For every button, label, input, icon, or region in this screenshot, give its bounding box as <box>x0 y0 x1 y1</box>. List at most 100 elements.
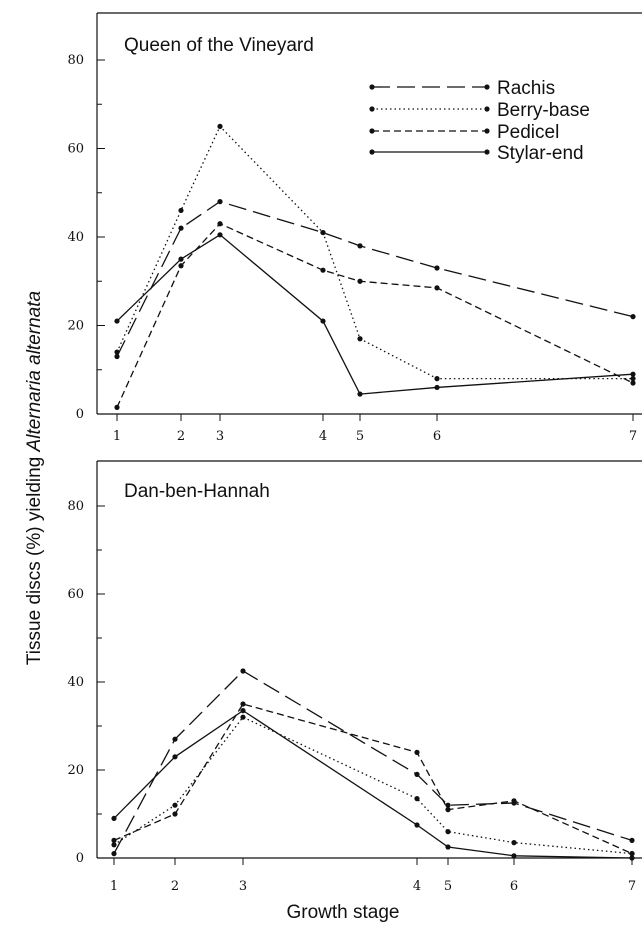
data-point-stylar-end <box>511 853 517 859</box>
data-point-stylar-end <box>217 232 223 238</box>
data-point-stylar-end <box>414 822 420 828</box>
data-point-berry-base <box>434 376 440 382</box>
legend-label-stylar-end: Stylar-end <box>497 143 584 164</box>
legend-marker <box>484 149 490 155</box>
data-point-stylar-end <box>320 318 326 324</box>
x-tick-label: 6 <box>510 879 518 894</box>
x-tick-label: 3 <box>216 429 224 444</box>
data-point-stylar-end <box>445 844 451 850</box>
x-tick-label: 7 <box>629 429 637 444</box>
legend-label-pedicel: Pedicel <box>497 122 559 143</box>
y-tick-label: 20 <box>67 763 84 778</box>
data-point-pedicel <box>629 851 635 857</box>
data-point-rachis <box>357 243 363 249</box>
data-point-stylar-end <box>240 708 246 714</box>
x-tick-label: 5 <box>444 879 452 894</box>
data-point-berry-base <box>217 123 223 129</box>
data-point-berry-base <box>630 376 636 382</box>
data-point-pedicel <box>434 285 440 291</box>
data-point-pedicel <box>240 701 246 707</box>
legend-marker <box>369 106 375 112</box>
x-tick-label: 2 <box>177 429 185 444</box>
data-point-pedicel <box>172 811 178 817</box>
y-axis-label-plain: Tissue discs (%) yielding <box>24 451 45 665</box>
data-point-pedicel <box>217 221 223 227</box>
data-point-rachis <box>629 837 635 844</box>
x-tick-label: 1 <box>110 879 118 894</box>
data-point-pedicel <box>114 404 120 410</box>
y-tick-label: 0 <box>76 407 84 422</box>
data-point-berry-base <box>414 796 420 802</box>
data-point-pedicel <box>511 798 517 804</box>
x-tick-label: 5 <box>356 429 364 444</box>
data-point-berry-base <box>511 840 517 846</box>
legend-marker <box>484 84 490 90</box>
legend-marker <box>369 84 375 90</box>
series-line-rachis <box>113 670 633 854</box>
data-point-pedicel <box>320 267 326 273</box>
y-tick-label: 60 <box>67 142 84 157</box>
data-point-berry-base <box>320 229 326 236</box>
x-tick-label: 2 <box>171 879 179 894</box>
data-point-rachis <box>434 265 440 271</box>
series-line-berry-base <box>116 125 633 380</box>
y-axis-label-italic: Alternaria alternata <box>24 291 45 453</box>
x-tick-label: 6 <box>433 429 441 444</box>
y-tick-label: 80 <box>67 499 84 514</box>
data-point-rachis <box>630 314 636 320</box>
data-point-pedicel <box>178 263 184 269</box>
y-tick-label: 40 <box>67 230 84 245</box>
data-point-berry-base <box>111 842 117 848</box>
data-point-rachis <box>172 736 178 742</box>
legend-marker <box>369 149 375 155</box>
panel-title: Queen of the Vineyard <box>124 35 314 56</box>
data-point-stylar-end <box>111 815 117 822</box>
data-point-berry-base <box>240 714 246 720</box>
data-point-stylar-end <box>434 384 440 391</box>
y-tick-label: 0 <box>76 851 84 866</box>
data-point-stylar-end <box>630 371 636 377</box>
data-point-stylar-end <box>114 318 120 324</box>
y-axis-label: Tissue discs (%) yielding Alternaria alt… <box>24 291 45 665</box>
data-point-stylar-end <box>357 391 363 397</box>
y-tick-label: 60 <box>67 587 84 602</box>
data-point-berry-base <box>114 349 120 355</box>
data-point-rachis <box>445 802 451 808</box>
series-line-pedicel <box>113 703 633 855</box>
y-tick-label: 20 <box>67 319 84 334</box>
legend-label-berry-base: Berry-base <box>497 100 590 121</box>
data-point-berry-base <box>172 802 178 808</box>
legend-marker <box>484 106 490 112</box>
data-point-berry-base <box>445 829 451 835</box>
y-tick-label: 40 <box>67 675 84 690</box>
x-tick-label: 3 <box>239 879 247 894</box>
data-point-rachis <box>114 353 120 360</box>
data-point-rachis <box>240 668 246 674</box>
data-point-rachis <box>178 225 184 231</box>
data-point-pedicel <box>111 837 117 844</box>
data-point-berry-base <box>357 336 363 342</box>
series-line-rachis <box>116 200 634 357</box>
series-line-berry-base <box>113 716 633 855</box>
data-point-rachis <box>414 771 420 778</box>
panel-queen-of-the-vineyard: 0 20 40 60 80 1 2 3 4 5 6 7 Queen of the Vineyard <box>67 12 642 444</box>
x-tick-label: 4 <box>319 429 327 444</box>
data-point-rachis <box>217 199 223 205</box>
data-point-pedicel <box>414 749 420 756</box>
x-axis-label: Growth stage <box>287 902 400 923</box>
data-point-berry-base <box>178 207 184 214</box>
x-tick-label: 1 <box>113 429 121 444</box>
y-tick-label: 80 <box>67 53 84 68</box>
panel-dan-ben-hannah: 0 20 40 60 80 1 2 3 4 5 6 7 Dan-ben-Hannah <box>67 460 642 894</box>
panel-title: Dan-ben-Hannah <box>124 481 270 502</box>
data-point-pedicel <box>445 807 451 813</box>
legend-marker <box>369 128 375 134</box>
x-tick-label: 7 <box>628 879 636 894</box>
legend-label-rachis: Rachis <box>497 78 555 99</box>
data-point-stylar-end <box>178 256 184 262</box>
legend-marker <box>484 128 490 134</box>
series-line-stylar-end <box>116 233 634 395</box>
data-point-pedicel <box>357 278 363 284</box>
